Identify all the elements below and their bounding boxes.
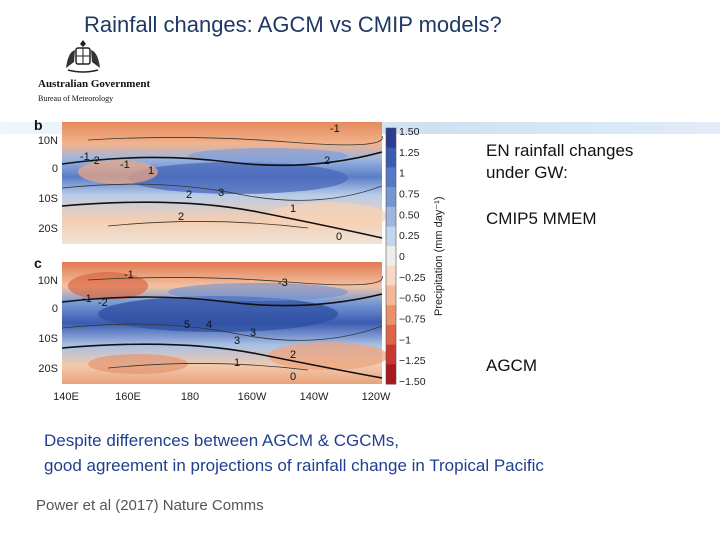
- colorbar-tick-label: 1: [399, 168, 405, 180]
- lat-label-c-10n: 10N: [38, 275, 58, 287]
- contour-label-b: 0: [336, 231, 342, 243]
- contour-label-b: -1: [120, 159, 130, 171]
- contour-label-c: 3: [234, 335, 240, 347]
- lon-label-160w: 160W: [238, 391, 267, 403]
- side-heading: EN rainfall changes under GW:: [486, 140, 633, 184]
- lat-label-b-20s: 20S: [38, 223, 58, 235]
- contour-label-b: 2: [178, 211, 184, 223]
- summary-note: Despite differences between AGCM & CGCMs…: [44, 428, 544, 478]
- contour-label-c: 5: [184, 319, 190, 331]
- lon-label-140e: 140E: [53, 391, 79, 403]
- contour-label-b: 1: [148, 165, 154, 177]
- lon-label-120w: 120W: [362, 391, 391, 403]
- contour-label-b: -1: [80, 151, 90, 163]
- panel-letter-b: b: [34, 117, 43, 133]
- colorbar-tick-label: 0.25: [399, 230, 420, 242]
- lon-label-180: 180: [181, 391, 199, 403]
- summary-note-line2: good agreement in projections of rainfal…: [44, 456, 544, 475]
- colorbar-swatch: [386, 206, 396, 227]
- panel-b-map: [61, 122, 388, 244]
- contour-label-b: -2: [90, 155, 100, 167]
- colorbar-tick-label: 0.50: [399, 209, 420, 221]
- slide-title: Rainfall changes: AGCM vs CMIP models?: [84, 12, 502, 37]
- panel-c-map: [61, 262, 388, 384]
- colorbar-tick-label: 1.50: [399, 126, 420, 138]
- colorbar-tick-label: 0.75: [399, 189, 420, 201]
- government-name: Australian Government: [38, 78, 151, 90]
- lat-label-c-20s: 20S: [38, 363, 58, 375]
- colorbar-swatch: [386, 128, 396, 149]
- colorbar-tick-label: −1.25: [399, 355, 426, 367]
- colorbar-tick-label: −1: [399, 334, 411, 346]
- lat-label-b-10s: 10S: [38, 193, 58, 205]
- bureau-name: Bureau of Meteorology: [38, 94, 114, 103]
- colorbar-swatch: [386, 364, 396, 385]
- colorbar-swatch: [386, 285, 396, 306]
- contour-label-c: 2: [290, 349, 296, 361]
- colorbar-swatch: [386, 265, 396, 287]
- lat-label-b-0: 0: [52, 163, 58, 175]
- contour-label-c: -2: [98, 297, 108, 309]
- colorbar-tick-label: 1.25: [399, 147, 420, 159]
- lon-label-140w: 140W: [300, 391, 329, 403]
- contour-label-b: 3: [218, 187, 224, 199]
- contour-label-b: 2: [186, 189, 192, 201]
- colorbar-swatch: [386, 246, 396, 267]
- lat-label-b-10n: 10N: [38, 135, 58, 147]
- colorbar-swatch: [386, 187, 396, 208]
- contour-label-c: 1: [234, 357, 240, 369]
- contour-label-c: 0: [290, 371, 296, 383]
- summary-note-line1: Despite differences between AGCM & CGCMs…: [44, 431, 399, 450]
- label-cmip5-mmem: CMIP5 MMEM: [486, 209, 597, 228]
- colorbar-tick-label: 0: [399, 251, 405, 263]
- contour-label-c: -1: [82, 293, 92, 305]
- colorbar-tick-label: −0.25: [399, 272, 426, 284]
- lat-label-c-0: 0: [52, 303, 58, 315]
- colorbar-tick-label: −0.50: [399, 293, 426, 305]
- contour-label-c: 3: [250, 327, 256, 339]
- contour-label-b: 1: [290, 203, 296, 215]
- contour-label-c: -1: [124, 269, 134, 281]
- colorbar-swatch: [386, 226, 396, 247]
- colorbar-swatch: [386, 324, 396, 346]
- colorbar-tick-label: −0.75: [399, 314, 426, 326]
- rainfall-figure: b c 10N 0 10S 20S 10N 0 10S 20S 140E 160E 180 160W…: [34, 117, 445, 403]
- contour-label-b: 2: [324, 155, 330, 167]
- label-agcm: AGCM: [486, 356, 537, 375]
- contour-label-b: -1: [330, 123, 340, 135]
- colorbar-tick-label: −1.50: [399, 376, 426, 388]
- side-heading-line2: under GW:: [486, 163, 568, 182]
- australian-government-logo: Australian Government Bureau of Meteorol…: [34, 38, 150, 110]
- contour-label-c: -3: [278, 277, 288, 289]
- panel-letter-c: c: [34, 255, 42, 271]
- colorbar-swatch: [386, 344, 396, 365]
- lat-label-c-10s: 10S: [38, 333, 58, 345]
- colorbar-swatch: [386, 147, 396, 168]
- colorbar-label: Precipitation (mm day⁻¹): [433, 196, 445, 316]
- citation: Power et al (2017) Nature Comms: [36, 497, 264, 514]
- side-heading-line1: EN rainfall changes: [486, 141, 634, 160]
- colorbar-swatch: [386, 305, 396, 326]
- colorbar-frame: [385, 127, 397, 385]
- colorbar-swatch: [386, 167, 396, 188]
- coat-of-arms-icon: [66, 40, 100, 73]
- lon-label-160e: 160E: [115, 391, 141, 403]
- contour-label-c: 4: [206, 319, 212, 331]
